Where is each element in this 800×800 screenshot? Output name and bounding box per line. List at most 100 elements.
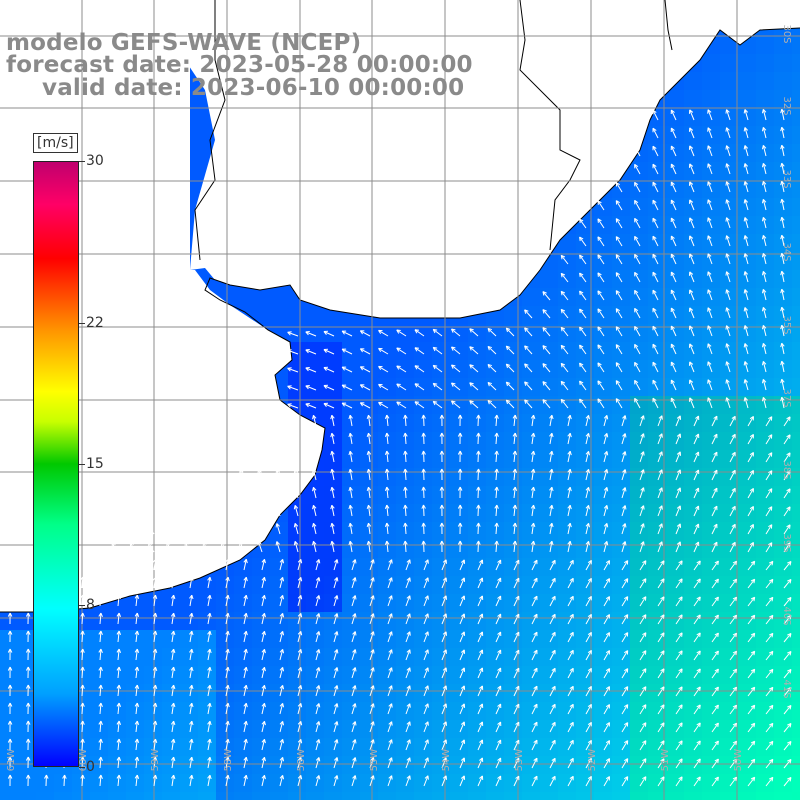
field-cell (342, 702, 361, 721)
wind-arrow (765, 434, 773, 445)
field-cell (630, 432, 649, 451)
wind-arrow (494, 414, 499, 427)
field-cell (540, 540, 559, 559)
wind-arrow (549, 450, 554, 463)
field-cell (720, 432, 739, 451)
field-cell (576, 792, 595, 800)
field-cell (522, 648, 541, 667)
field-cell (252, 594, 271, 613)
colorbar-tick-mark (79, 767, 85, 768)
field-cell (792, 522, 800, 541)
field-cell (540, 576, 559, 595)
field-cell (666, 594, 685, 613)
field-cell (180, 630, 199, 649)
wind-arrow (634, 379, 641, 391)
field-cell (486, 666, 505, 685)
field-cell (684, 720, 703, 739)
field-cell (612, 252, 631, 271)
wind-arrow (780, 396, 785, 409)
wind-arrow (707, 253, 713, 265)
lon-label: 52W (587, 749, 598, 772)
field-cell (342, 738, 361, 757)
wind-arrow (239, 469, 245, 481)
lon-label: 61W (6, 749, 17, 772)
field-cell (198, 576, 217, 595)
field-cell (396, 720, 415, 739)
field-cell (684, 522, 703, 541)
wind-arrow (670, 379, 677, 391)
field-cell (90, 702, 109, 721)
field-cell (504, 666, 523, 685)
field-cell (288, 648, 307, 667)
wind-arrow (457, 450, 463, 463)
wind-arrow (421, 468, 426, 481)
field-cell (90, 612, 109, 631)
field-cell (684, 252, 703, 271)
wind-arrow (634, 163, 641, 175)
field-cell (792, 144, 800, 163)
wind-arrow (725, 343, 731, 355)
field-cell (36, 792, 55, 800)
field-cell (558, 612, 577, 631)
field-cell (378, 342, 397, 361)
field-cell (414, 774, 433, 793)
wind-arrow (783, 452, 791, 463)
wind-arrow (341, 330, 353, 337)
wind-arrow (725, 289, 731, 301)
field-cell (450, 522, 469, 541)
field-cell (558, 540, 577, 559)
field-cell (684, 378, 703, 397)
field-cell (414, 666, 433, 685)
lat-label: 34S (781, 242, 792, 261)
field-cell (414, 630, 433, 649)
wind-arrow (432, 400, 443, 409)
field-cell (702, 774, 721, 793)
wind-arrow (670, 127, 677, 139)
field-cell (324, 378, 343, 397)
field-cell (234, 774, 253, 793)
lon-label: 53W (514, 749, 525, 772)
field-cell (558, 792, 577, 800)
wind-arrow (323, 384, 335, 391)
field-cell (468, 612, 487, 631)
field-cell (630, 486, 649, 505)
wind-arrow (603, 469, 609, 481)
field-cell (540, 738, 559, 757)
field-cell (684, 396, 703, 415)
wind-arrow (670, 307, 677, 319)
field-cell (522, 486, 541, 505)
wind-arrow (634, 253, 641, 265)
field-cell (594, 522, 613, 541)
field-cell (720, 90, 739, 109)
wind-arrow (761, 127, 767, 139)
wind-arrow (725, 325, 731, 337)
field-cell (666, 576, 685, 595)
field-cell (612, 306, 631, 325)
field-cell (792, 342, 800, 361)
field-cell (306, 630, 325, 649)
wind-arrow (530, 432, 536, 445)
field-cell (486, 756, 505, 775)
field-cell (0, 738, 19, 757)
field-cell (594, 252, 613, 271)
wind-arrow (780, 270, 785, 283)
field-cell (684, 684, 703, 703)
field-cell (594, 576, 613, 595)
wind-arrow (743, 289, 749, 301)
wind-arrow (305, 367, 317, 373)
field-cell (558, 468, 577, 487)
field-cell (774, 630, 793, 649)
field-cell (162, 756, 181, 775)
field-cell (630, 468, 649, 487)
land-area (0, 0, 800, 613)
wind-arrow (761, 379, 767, 391)
field-cell (468, 468, 487, 487)
wind-arrow (505, 399, 515, 409)
wind-arrow (670, 343, 677, 355)
field-cell (738, 702, 757, 721)
wind-arrow (670, 109, 677, 121)
field-cell (792, 234, 800, 253)
field-cell (540, 702, 559, 721)
field-cell (432, 558, 451, 577)
wind-arrow (524, 381, 533, 391)
